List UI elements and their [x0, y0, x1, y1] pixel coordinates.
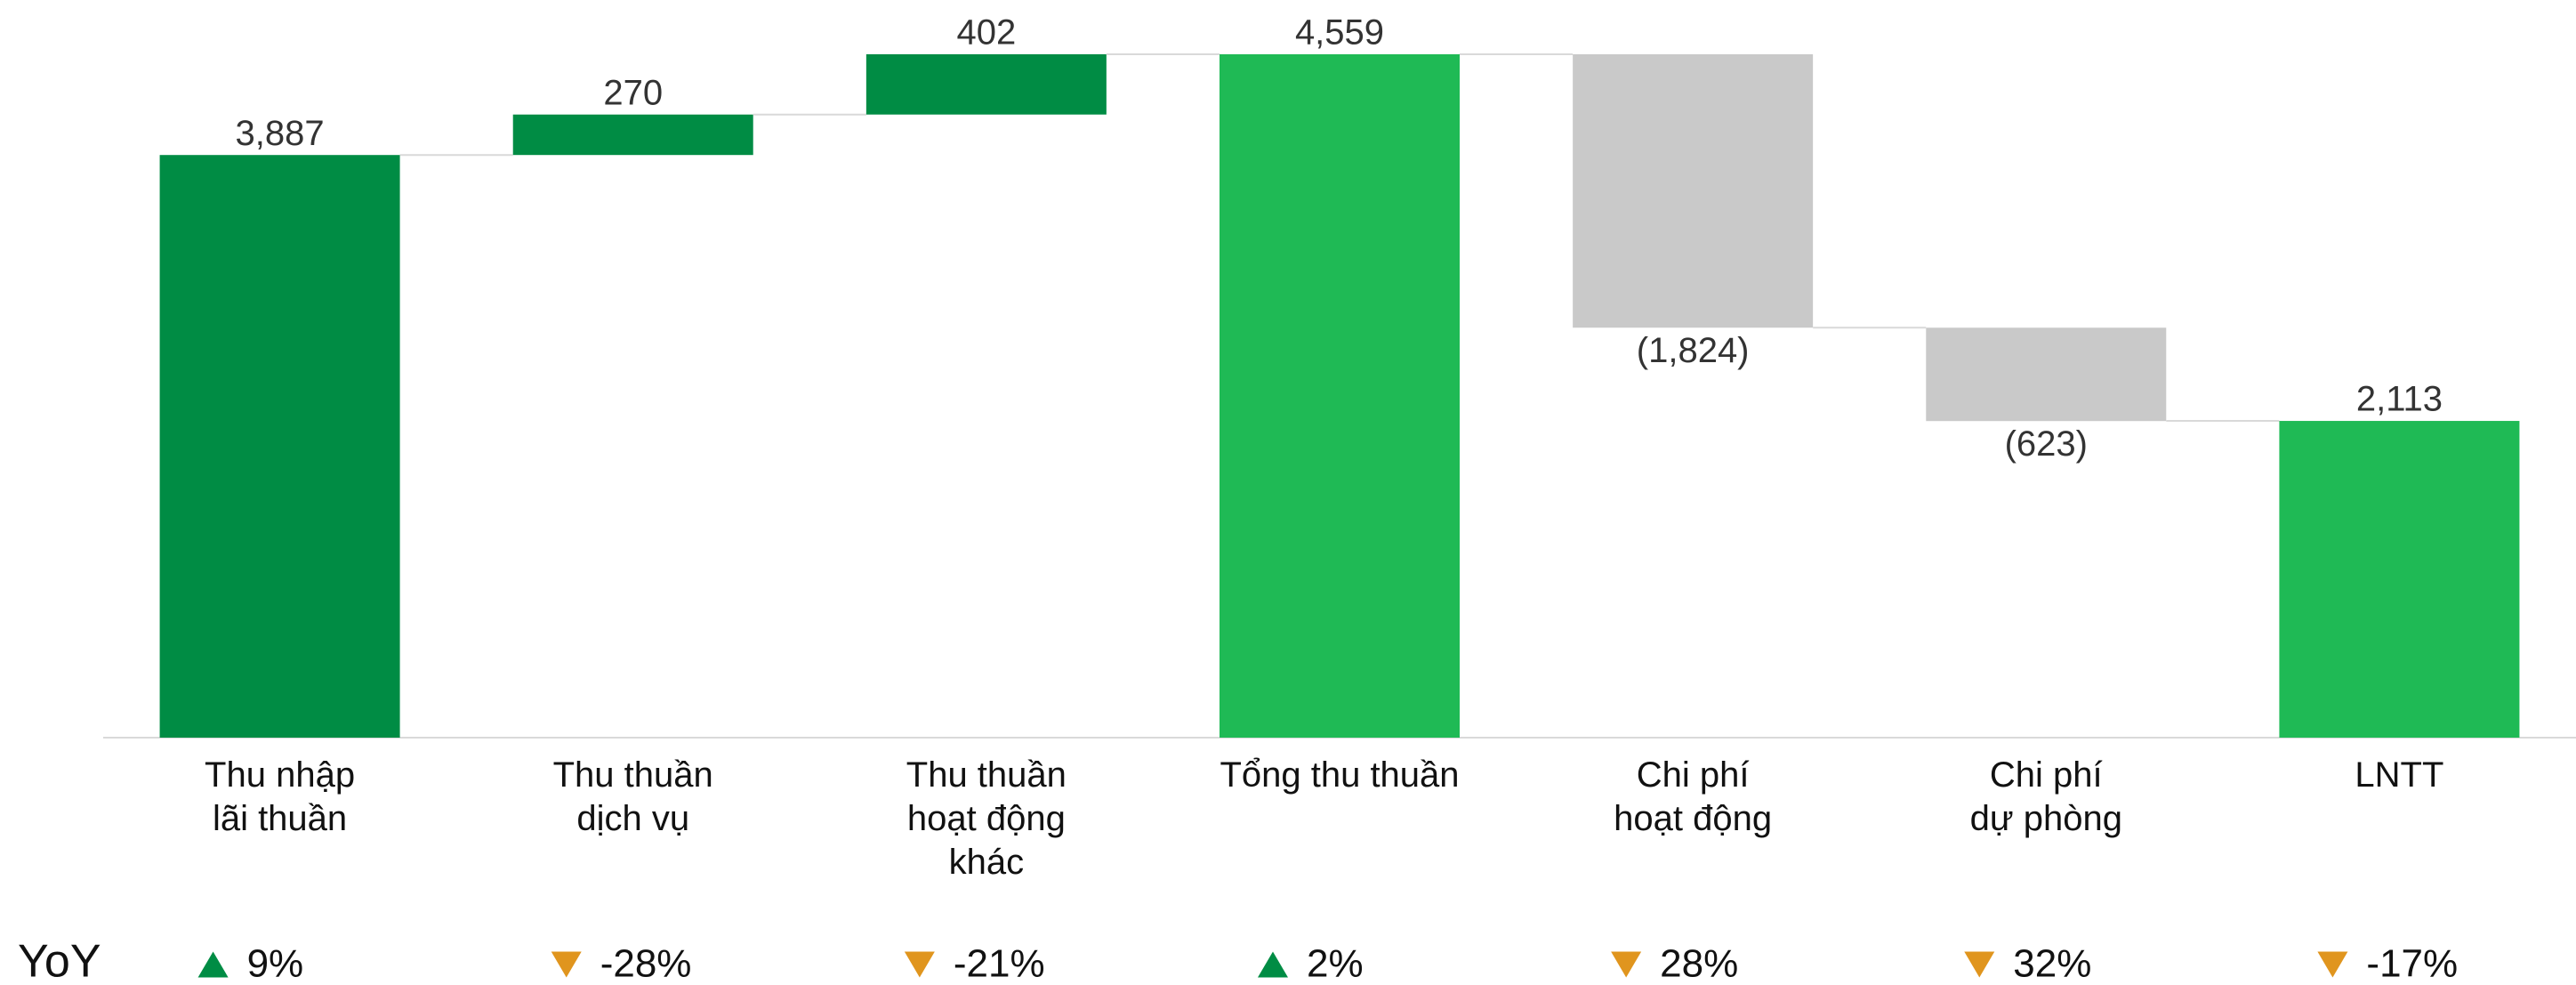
bar	[512, 114, 753, 156]
yoy-label: 32%	[2013, 942, 2091, 985]
yoy-label: -17%	[2366, 942, 2458, 985]
value-label: 270	[603, 73, 663, 112]
yoy-label: 28%	[1660, 942, 1738, 985]
category-label: Thu thuần hoạt động khác	[906, 755, 1067, 882]
category-label: Thu thuần dịch vụ	[552, 755, 713, 838]
yoy-arrow	[551, 951, 582, 978]
bar	[1926, 327, 2167, 422]
bar	[1220, 54, 1460, 738]
category-label: LNTT	[2355, 755, 2444, 795]
bar	[159, 155, 400, 739]
bar	[1573, 54, 1814, 328]
category-label: Tổng thu thuần	[1220, 755, 1460, 795]
yoy-arrow	[197, 951, 229, 978]
yoy-label: -21%	[954, 942, 1045, 985]
yoy-label: 2%	[1307, 942, 1364, 985]
value-label: 2,113	[2356, 380, 2443, 419]
value-label: (1,824)	[1637, 331, 1750, 370]
yoy-label: 9%	[247, 942, 304, 985]
value-label: 3,887	[236, 114, 325, 153]
category-label: Thu nhập lãi thuần	[205, 755, 356, 838]
value-label: 402	[956, 13, 1016, 52]
value-label: 4,559	[1295, 13, 1384, 52]
category-label: Chi phí dự phòng	[1969, 755, 2122, 838]
category-label: Chi phí hoạt động	[1614, 755, 1773, 838]
yoy-arrow	[1258, 951, 1288, 978]
yoy-label: -28%	[600, 942, 692, 985]
yoy-arrow	[1611, 951, 1642, 978]
yoy-arrow	[1964, 951, 1995, 978]
value-label: (623)	[2005, 424, 2088, 464]
yoy-arrow	[2317, 951, 2348, 978]
yoy-title: YoY	[18, 936, 101, 985]
bar	[2279, 421, 2520, 738]
bar	[865, 54, 1107, 115]
yoy-arrow	[904, 951, 935, 978]
